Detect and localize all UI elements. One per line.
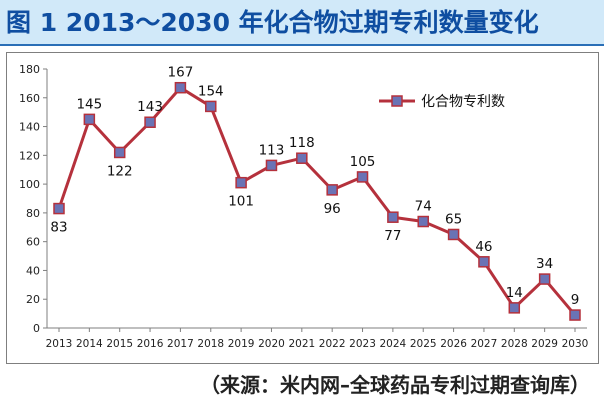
data-label: 65: [445, 211, 462, 227]
x-tick-label: 2027: [471, 338, 498, 350]
data-label: 122: [107, 163, 133, 179]
y-tick-label: 140: [19, 121, 40, 134]
data-label: 118: [289, 135, 315, 151]
data-label: 14: [506, 285, 523, 301]
data-point-marker: [113, 146, 126, 159]
data-label: 143: [137, 99, 163, 115]
y-tick-label: 80: [26, 207, 40, 220]
figure-title: 图 1 2013～2030 年化合物过期专利数量变化: [6, 8, 539, 37]
x-tick-label: 2021: [288, 338, 315, 350]
data-label: 77: [384, 228, 401, 244]
x-tick-label: 2026: [440, 338, 467, 350]
y-tick-label: 0: [33, 322, 40, 335]
data-point-marker: [205, 100, 217, 113]
data-point-marker: [53, 202, 65, 215]
data-label: 105: [350, 154, 376, 170]
data-label: 101: [228, 194, 254, 210]
data-point-marker: [235, 176, 247, 189]
line-chart: 0 20 40 60 80 100 120 140 160 180 2013 2014 2015 2016…: [19, 63, 589, 350]
legend-label: 化合物专利数: [421, 94, 505, 110]
data-label: 113: [259, 142, 285, 158]
x-tick-label: 2023: [349, 338, 376, 350]
data-point-marker: [538, 273, 551, 285]
data-label: 145: [76, 96, 102, 112]
y-tick-label: 180: [19, 63, 40, 76]
y-tick-label: 60: [26, 236, 40, 249]
x-tick-label: 2022: [319, 338, 346, 350]
chart-frame: 0 20 40 60 80 100 120 140 160 180 2013 2014 2015 2016…: [6, 52, 599, 364]
title-bar: 图 1 2013～2030 年化合物过期专利数量变化: [0, 0, 604, 46]
data-point-marker: [144, 116, 156, 128]
x-tick-label: 2014: [76, 338, 103, 350]
x-tick-label: 2024: [380, 338, 407, 350]
source-note: （来源：米内网–全球药品专利过期查询库）: [200, 373, 590, 397]
x-tick-label: 2017: [167, 338, 194, 350]
data-point-marker: [417, 215, 429, 228]
x-tick-label: 2029: [531, 338, 558, 350]
x-tick-label: 2028: [501, 338, 528, 350]
data-label: 9: [571, 292, 580, 308]
series-line: [57, 86, 577, 317]
x-tick-label: 2013: [46, 338, 73, 350]
data-point-marker: [83, 113, 96, 126]
x-tick-label: 2025: [410, 338, 437, 350]
x-tick-label: 2015: [106, 338, 133, 350]
data-point-marker: [508, 302, 521, 314]
data-label: 167: [168, 65, 194, 81]
data-label: 96: [324, 201, 341, 217]
data-point-marker: [265, 159, 278, 172]
data-label: 154: [198, 83, 224, 99]
data-point-marker: [326, 184, 338, 196]
data-label: 83: [50, 220, 67, 236]
data-point-marker: [478, 256, 490, 268]
data-label: 74: [415, 199, 432, 215]
y-tick-label: 100: [19, 178, 40, 191]
data-label: 46: [475, 239, 492, 255]
data-point-marker: [356, 171, 369, 183]
x-tick-label: 2030: [562, 338, 589, 350]
y-tick-label: 160: [19, 92, 40, 105]
data-point-marker: [174, 81, 187, 94]
data-label: 34: [536, 256, 553, 272]
x-tick-label: 2016: [137, 338, 164, 350]
data-point-marker: [296, 152, 308, 164]
y-tick-label: 20: [26, 293, 40, 306]
data-point-marker: [447, 228, 460, 241]
legend-marker: [391, 95, 403, 107]
x-tick-label: 2019: [228, 338, 255, 350]
data-point-marker: [387, 211, 399, 223]
x-tick-label: 2020: [258, 338, 285, 350]
x-tick-label: 2018: [197, 338, 224, 350]
data-point-marker: [569, 309, 581, 321]
y-tick-label: 40: [26, 264, 40, 277]
y-tick-label: 120: [19, 149, 40, 162]
